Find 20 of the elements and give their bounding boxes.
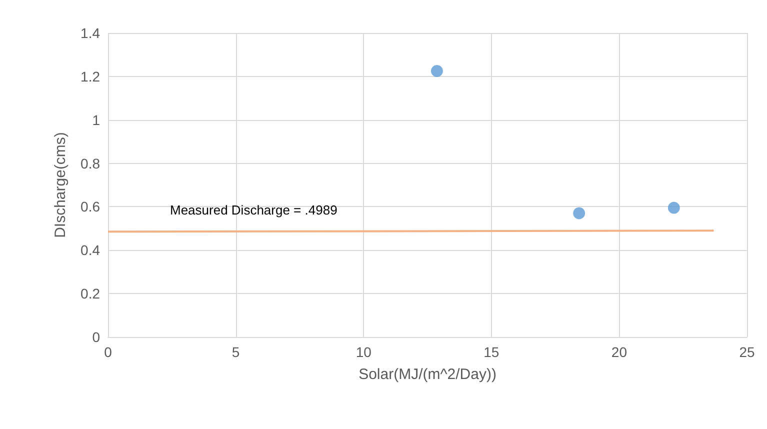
y-tick-label: 0.6 (80, 198, 100, 215)
point (430, 65, 443, 77)
y-tick-label: 0.4 (80, 242, 100, 258)
annotation: Measured Discharge = .4989 (170, 202, 338, 218)
y-tick-label: 0.8 (80, 155, 100, 172)
x-tick-label: 25 (739, 344, 755, 360)
y-axis-title: DIscharge(cms) (52, 132, 69, 238)
x-tick-label: 20 (611, 344, 628, 360)
y-tick-label: 1.4 (80, 25, 100, 41)
x-tick-label: 5 (232, 344, 240, 360)
x-axis-title: Solar(MJ/(m^2/Day)) (358, 366, 496, 383)
y-tick-label: 0.2 (80, 286, 100, 302)
point (668, 202, 680, 214)
y-tick-label: 1.2 (80, 68, 100, 84)
x-tick-label: 10 (356, 344, 372, 360)
point (573, 207, 586, 220)
x-tick-label: 15 (484, 344, 500, 360)
y-tick-label: 1 (92, 112, 100, 128)
x-tick-label: 0 (104, 344, 112, 360)
y-tick-label: 0 (92, 329, 100, 345)
